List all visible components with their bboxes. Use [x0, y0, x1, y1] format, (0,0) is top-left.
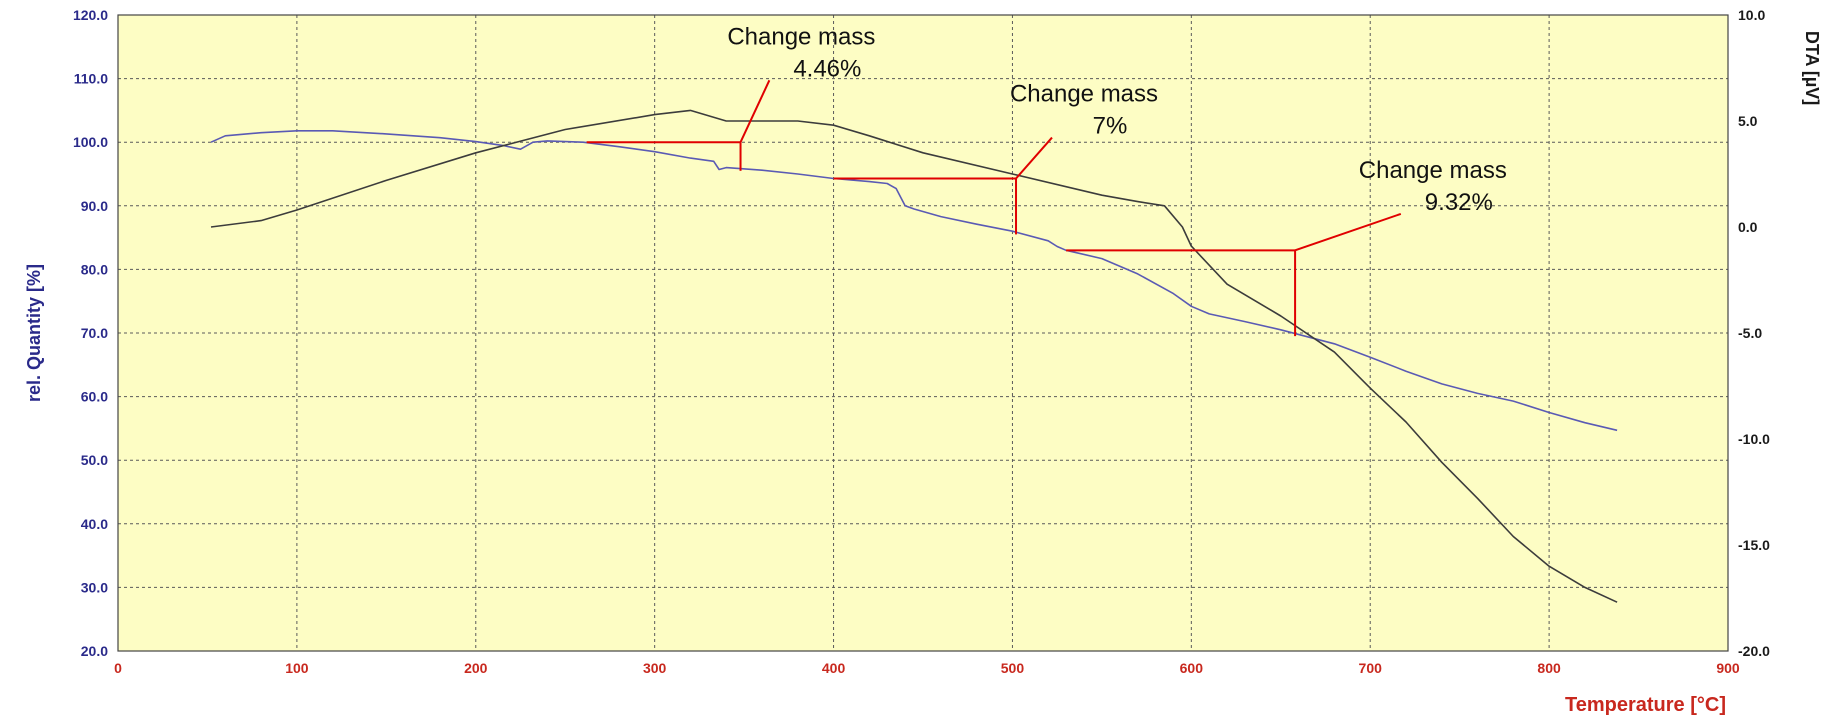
- annotations: Change mass 4.46% Change mass 7% Change mass…: [586, 23, 1507, 337]
- grid: [118, 15, 1728, 651]
- x-tick-label: 0: [114, 660, 122, 676]
- annotation-value: 9.32%: [1425, 189, 1493, 216]
- y-right-tick-label: -10.0: [1738, 431, 1770, 447]
- y-right-tick-label: -5.0: [1738, 325, 1762, 341]
- annotation-value: 4.46%: [793, 55, 861, 82]
- y-left-tick-label: 100.0: [73, 134, 108, 150]
- x-tick-label: 500: [1001, 660, 1025, 676]
- x-tick-label: 600: [1180, 660, 1204, 676]
- annotation-leader-line: [1294, 212, 1402, 252]
- y-left-tick-label: 30.0: [81, 579, 108, 595]
- y-right-tick-label: -15.0: [1738, 537, 1770, 553]
- y-right-tick-label: 0.0: [1738, 219, 1758, 235]
- annotation-value: 7%: [1093, 113, 1128, 140]
- x-tick-label: 700: [1359, 660, 1383, 676]
- x-axis-label: Temperature [°C]: [1565, 694, 1726, 716]
- y-left-tick-label: 40.0: [81, 516, 108, 532]
- y-left-tick-label: 60.0: [81, 389, 108, 405]
- y-left-tick-label: 70.0: [81, 325, 108, 341]
- y-right-tick-label: 10.0: [1738, 7, 1765, 23]
- y-right-tick-label: 5.0: [1738, 113, 1758, 129]
- y-axis-right-label: DTA [µV]: [1802, 31, 1822, 105]
- annotation-label: Change mass: [727, 23, 875, 50]
- x-tick-label: 400: [822, 660, 846, 676]
- x-tick-label: 900: [1716, 660, 1740, 676]
- dta-curve: [210, 109, 1618, 603]
- y-left-tick-label: 80.0: [81, 261, 108, 277]
- x-tick-label: 300: [643, 660, 667, 676]
- y-left-tick-label: 120.0: [73, 7, 108, 23]
- annotation-label: Change mass: [1359, 157, 1507, 184]
- series: [210, 109, 1618, 603]
- annotation-label: Change mass: [1010, 81, 1158, 108]
- tick-labels: 0 100 200 300 400 500 600 700 800 900 20.0 30.0 40.0…: [73, 7, 1770, 676]
- plot-frame: [117, 14, 1729, 652]
- y-right-tick-label: -20.0: [1738, 643, 1770, 659]
- y-left-tick-label: 90.0: [81, 198, 108, 214]
- y-left-tick-label: 20.0: [81, 643, 108, 659]
- y-axis-left-label: rel. Quantity [%]: [24, 264, 44, 402]
- y-left-tick-label: 50.0: [81, 452, 108, 468]
- annotation-leader-line: [1015, 136, 1053, 180]
- x-tick-label: 100: [285, 660, 309, 676]
- x-tick-label: 800: [1537, 660, 1561, 676]
- y-left-tick-label: 110.0: [74, 71, 108, 87]
- annotation-leader-line: [739, 79, 771, 143]
- x-tick-label: 200: [464, 660, 488, 676]
